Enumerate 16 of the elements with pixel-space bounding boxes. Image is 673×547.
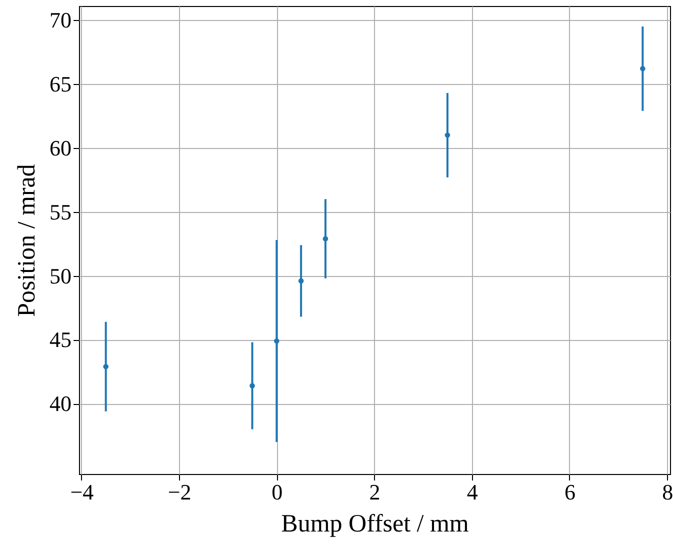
y-axis-title: Position / mrad (14, 164, 40, 317)
x-axis-title: Bump Offset / mm (281, 510, 470, 538)
y-tick-label: 70 (50, 8, 72, 33)
x-tick-label: 2 (369, 480, 380, 504)
x-tick-label: 6 (564, 480, 576, 504)
y-tick-label: 65 (50, 72, 72, 96)
x-tick-label: −4 (70, 480, 94, 504)
x-tick-label: 4 (466, 480, 478, 504)
x-tick-label: 0 (272, 480, 283, 504)
y-tick-label: 50 (50, 263, 72, 288)
y-tick-label: 55 (50, 199, 72, 224)
y-tick-label: 60 (50, 135, 72, 160)
y-tick-label: 45 (50, 327, 72, 352)
x-tick-label: −2 (168, 480, 192, 504)
y-tick-label: 40 (50, 391, 72, 416)
x-tick-label: 8 (662, 480, 673, 504)
